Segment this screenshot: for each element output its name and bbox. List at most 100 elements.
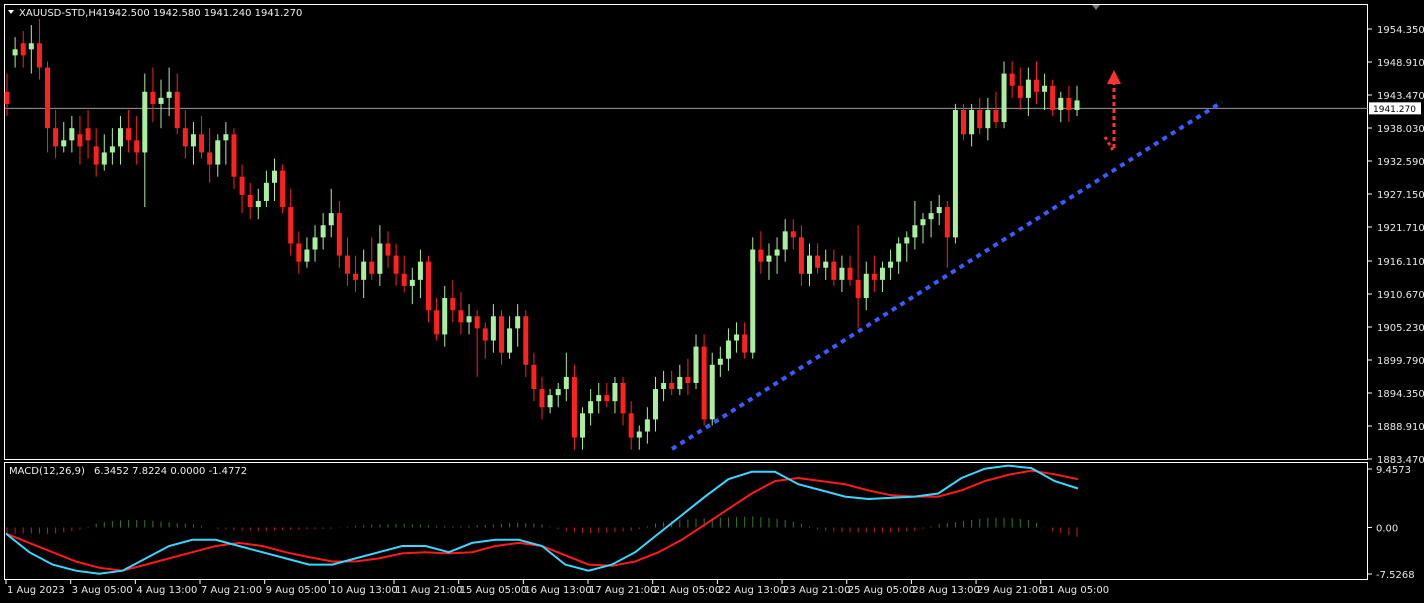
time-tick-label: 25 Aug 05:00 <box>848 585 915 596</box>
candle <box>126 109 132 153</box>
candle <box>28 25 34 74</box>
candle <box>620 376 626 426</box>
macd-tick-label: 9.4573 <box>1376 465 1411 476</box>
candle <box>523 310 529 377</box>
candle <box>920 213 926 244</box>
candle <box>604 382 610 408</box>
candle-body <box>1009 73 1015 86</box>
candle <box>782 219 788 262</box>
candle <box>928 200 934 238</box>
candle-body <box>101 152 107 165</box>
candle <box>361 249 367 299</box>
candle <box>215 134 221 177</box>
candle <box>231 128 237 189</box>
candle-body <box>1025 79 1031 98</box>
candle <box>304 237 310 268</box>
candle <box>790 219 796 250</box>
up-arrow-annotation[interactable] <box>1103 70 1121 153</box>
candle <box>174 73 180 135</box>
candle-body <box>20 43 26 56</box>
scroll-marker-icon[interactable] <box>1092 5 1100 10</box>
candle-body <box>725 340 731 359</box>
candle-body <box>636 431 642 438</box>
candle-body <box>498 316 504 353</box>
candle <box>677 364 683 396</box>
candle-body <box>353 273 359 280</box>
candle-body <box>207 152 213 165</box>
candle-body <box>904 237 910 244</box>
candle <box>669 370 675 396</box>
candle-body <box>45 67 51 129</box>
macd-histogram <box>6 516 1078 537</box>
candle-body <box>1066 97 1072 110</box>
time-tick-label: 3 Aug 05:00 <box>72 585 133 596</box>
candle <box>336 200 342 268</box>
candle-body <box>166 91 172 98</box>
time-tick-label: 10 Aug 13:00 <box>330 585 397 596</box>
candle-body <box>571 376 577 438</box>
candle <box>328 188 334 238</box>
candle <box>709 352 715 426</box>
candle-body <box>539 389 545 408</box>
candle <box>944 200 950 268</box>
candle <box>855 225 861 329</box>
ohlc-quote: 1942.500 1942.580 1941.240 1941.270 <box>102 8 302 19</box>
candle <box>1009 61 1015 98</box>
time-tick-label: 1 Aug 2023 <box>7 585 65 596</box>
candle <box>442 285 448 347</box>
candle-body <box>701 346 707 420</box>
trendline[interactable] <box>670 100 1224 451</box>
time-tick-label: 28 Aug 13:00 <box>912 585 979 596</box>
candle-body <box>4 91 10 104</box>
candle-body <box>644 419 650 432</box>
price-tick-label: 1927.150 <box>1377 190 1424 201</box>
macd-values: 6.3452 7.8224 0.0000 -1.4772 <box>94 466 247 477</box>
candle <box>879 261 885 292</box>
chart-header: XAUUSD-STD,H4 1942.500 1942.580 1941.240… <box>8 8 302 19</box>
candle <box>490 304 496 353</box>
candle <box>401 255 407 292</box>
candle <box>320 213 326 250</box>
candle-body <box>409 279 415 286</box>
candle <box>871 255 877 292</box>
candle <box>101 134 107 171</box>
candle <box>539 376 545 420</box>
candle-body <box>190 134 196 147</box>
candles <box>4 18 1080 450</box>
candle <box>69 116 75 153</box>
candle <box>644 407 650 444</box>
candle <box>596 382 602 414</box>
candle <box>936 194 942 226</box>
candle <box>993 91 999 129</box>
candle-body <box>507 328 513 353</box>
candle-body <box>782 231 788 250</box>
candle-body <box>717 358 723 365</box>
time-axis: 1 Aug 2023 3 Aug 05:00 4 Aug 13:00 7 Aug 21… <box>5 580 1109 596</box>
candle-body <box>709 364 715 420</box>
candle-body <box>952 109 958 238</box>
candle <box>474 310 480 377</box>
candle <box>353 255 359 292</box>
candle-body <box>417 261 423 280</box>
candle-body <box>61 140 67 147</box>
candle <box>377 225 383 286</box>
time-tick-label: 9 Aug 05:00 <box>266 585 327 596</box>
candle-body <box>158 97 164 104</box>
candle <box>912 200 918 250</box>
candle <box>150 67 156 123</box>
candle <box>1042 73 1048 110</box>
candle-body <box>596 395 602 402</box>
dropdown-triangle-icon[interactable] <box>8 10 14 14</box>
price-axis: 1954.350 1948.910 1943.470 1938.030 1932.590… <box>1368 25 1424 466</box>
candle <box>977 97 983 135</box>
candle-body <box>815 255 821 268</box>
candle-body <box>734 334 740 341</box>
candle-body <box>879 267 885 280</box>
candle <box>904 231 910 262</box>
candle-body <box>693 346 699 383</box>
candle <box>288 188 294 256</box>
current-price-box <box>1369 102 1421 115</box>
candle <box>207 128 213 183</box>
candle <box>417 249 423 299</box>
candle <box>847 255 853 286</box>
